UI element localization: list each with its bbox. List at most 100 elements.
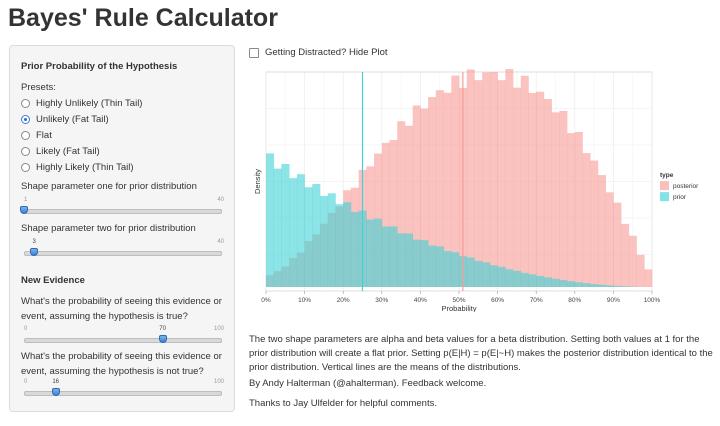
prior-bar bbox=[327, 193, 336, 287]
posterior-bar bbox=[428, 97, 437, 287]
posterior-bar bbox=[489, 71, 498, 288]
slider-handle[interactable] bbox=[20, 206, 28, 214]
prior-bar bbox=[513, 270, 522, 287]
preset-flat[interactable]: Flat bbox=[21, 128, 52, 142]
preset-highly-likely[interactable]: Highly Likely (Thin Tail) bbox=[21, 160, 134, 174]
prior-bar bbox=[613, 285, 622, 287]
posterior-bar bbox=[435, 90, 444, 287]
legend-swatch bbox=[660, 181, 669, 191]
preset-label: Unlikely (Fat Tail) bbox=[36, 113, 109, 125]
preset-label: Highly Likely (Thin Tail) bbox=[36, 161, 134, 173]
pe-h-slider[interactable]: 0 70 100 bbox=[24, 326, 224, 350]
prior-bar bbox=[397, 233, 406, 287]
prior-bar bbox=[273, 168, 282, 287]
prior-section-title: Prior Probability of the Hypothesis bbox=[21, 61, 178, 72]
preset-unlikely[interactable]: Unlikely (Fat Tail) bbox=[21, 112, 109, 126]
credit-text: By Andy Halterman (@ahalterman). Feedbac… bbox=[249, 378, 487, 389]
x-tick-label: 10% bbox=[298, 297, 311, 304]
prior-bar bbox=[590, 284, 599, 287]
posterior-bar bbox=[644, 269, 653, 287]
checkbox-icon[interactable] bbox=[249, 47, 259, 58]
preset-highly-unlikely[interactable]: Highly Unlikely (Thin Tail) bbox=[21, 96, 142, 110]
radio-icon[interactable] bbox=[21, 130, 30, 140]
slider-max: 40 bbox=[217, 197, 224, 203]
prior-bar bbox=[266, 153, 275, 287]
prior-bar bbox=[451, 252, 460, 287]
x-tick-label: 50% bbox=[452, 297, 465, 304]
posterior-bar bbox=[551, 112, 560, 288]
posterior-bar bbox=[590, 160, 599, 287]
prior-bar bbox=[567, 281, 576, 287]
shape2-slider[interactable]: 3 40 bbox=[24, 239, 224, 263]
radio-checked-icon[interactable] bbox=[21, 114, 30, 124]
posterior-bar bbox=[567, 133, 576, 287]
prior-bar bbox=[605, 285, 614, 287]
preset-likely[interactable]: Likely (Fat Tail) bbox=[21, 144, 100, 158]
slider-max: 100 bbox=[213, 379, 224, 385]
slider-track[interactable] bbox=[24, 338, 222, 343]
slider-handle[interactable] bbox=[158, 335, 167, 343]
posterior-bar bbox=[582, 153, 591, 287]
pe-not-h-slider[interactable]: 0 16 100 bbox=[24, 379, 224, 403]
prior-bar bbox=[551, 278, 560, 287]
posterior-bar bbox=[451, 75, 460, 288]
y-axis-label: Density bbox=[253, 169, 262, 194]
posterior-bar bbox=[597, 175, 606, 287]
slider-value: 16 bbox=[52, 379, 60, 385]
slider-min: 0 bbox=[24, 326, 28, 332]
posterior-bar bbox=[605, 192, 614, 287]
prior-bar bbox=[443, 251, 452, 287]
slider-max: 40 bbox=[217, 239, 224, 245]
slider-handle[interactable] bbox=[30, 248, 39, 256]
slider-track[interactable] bbox=[24, 209, 222, 214]
prior-bar bbox=[621, 286, 630, 287]
shape2-label: Shape parameter two for prior distributi… bbox=[21, 223, 196, 234]
prior-bar bbox=[389, 226, 398, 287]
slider-track[interactable] bbox=[24, 251, 222, 256]
posterior-bar bbox=[621, 223, 630, 287]
x-axis-label: Probability bbox=[441, 304, 476, 312]
posterior-bar bbox=[412, 105, 421, 287]
slider-value: 3 bbox=[32, 239, 36, 245]
posterior-bar bbox=[559, 110, 568, 287]
posterior-bar bbox=[389, 140, 398, 287]
radio-icon[interactable] bbox=[21, 98, 30, 108]
slider-track[interactable] bbox=[24, 391, 222, 396]
x-tick-label: 90% bbox=[607, 297, 620, 304]
hide-plot-toggle[interactable]: Getting Distracted? Hide Plot bbox=[249, 47, 388, 58]
prior-bar bbox=[412, 239, 421, 287]
posterior-bar bbox=[613, 202, 622, 287]
prior-bar bbox=[528, 274, 537, 287]
shape1-label: Shape parameter one for prior distributi… bbox=[21, 181, 197, 192]
thanks-text: Thanks to Jay Ulfelder for helpful comme… bbox=[249, 398, 437, 409]
x-tick-label: 80% bbox=[568, 297, 581, 304]
prior-bar bbox=[281, 164, 290, 287]
evidence-section-title: New Evidence bbox=[21, 275, 85, 286]
prior-bar bbox=[597, 284, 606, 287]
posterior-bar bbox=[474, 80, 483, 288]
shape1-slider[interactable]: 1 40 bbox=[20, 197, 224, 221]
prior-bar bbox=[543, 277, 552, 287]
prior-bar bbox=[366, 219, 375, 287]
prior-bar bbox=[420, 240, 429, 287]
radio-icon[interactable] bbox=[21, 146, 30, 156]
posterior-bar bbox=[505, 69, 514, 288]
posterior-bar bbox=[636, 254, 645, 287]
posterior-bar bbox=[513, 87, 522, 287]
prior-bar bbox=[428, 245, 437, 287]
legend-title: type bbox=[660, 172, 674, 179]
slider-handle[interactable] bbox=[51, 388, 60, 396]
prior-bar bbox=[296, 174, 305, 287]
x-tick-label: 70% bbox=[530, 297, 543, 304]
slider-min: 1 bbox=[24, 197, 28, 203]
x-tick-label: 30% bbox=[375, 297, 388, 304]
posterior-bar bbox=[520, 75, 529, 287]
prior-bar bbox=[320, 195, 329, 287]
x-tick-label: 40% bbox=[414, 297, 427, 304]
posterior-bar bbox=[543, 98, 552, 287]
posterior-bar bbox=[443, 92, 452, 287]
prior-bar bbox=[289, 178, 298, 287]
legend-label: posterior bbox=[673, 183, 699, 190]
radio-icon[interactable] bbox=[21, 162, 30, 172]
posterior-bar bbox=[574, 131, 583, 287]
